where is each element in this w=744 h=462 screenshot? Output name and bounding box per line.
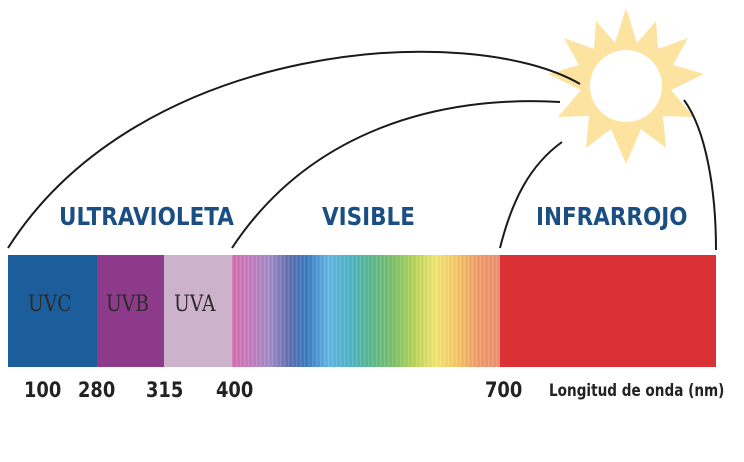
uva-label: UVA	[174, 292, 216, 317]
uvc-label: UVC	[28, 292, 72, 317]
uvb-label: UVB	[106, 292, 150, 317]
tick-400: 400	[216, 378, 254, 402]
tick-280: 280	[78, 378, 116, 402]
sun-icon	[548, 8, 704, 164]
tick-100: 100	[24, 378, 62, 402]
visible-arc	[231, 100, 561, 249]
tick-700: 700	[485, 378, 523, 402]
infrared-band	[500, 255, 716, 367]
ultraviolet-label: ULTRAVIOLETA	[59, 202, 234, 231]
tick-315: 315	[146, 378, 184, 402]
uvb-band	[97, 255, 164, 367]
uva-band	[164, 255, 232, 367]
uvc-band	[8, 255, 97, 367]
visible-label: VISIBLE	[322, 202, 415, 231]
ultraviolet-arc	[7, 50, 581, 249]
sun-right-arc	[683, 99, 717, 251]
infrared-label: INFRARROJO	[536, 202, 688, 231]
axis-unit-label: Longitud de onda (nm)	[549, 381, 725, 401]
infrared-arc	[499, 141, 563, 249]
visible-band	[232, 255, 500, 367]
